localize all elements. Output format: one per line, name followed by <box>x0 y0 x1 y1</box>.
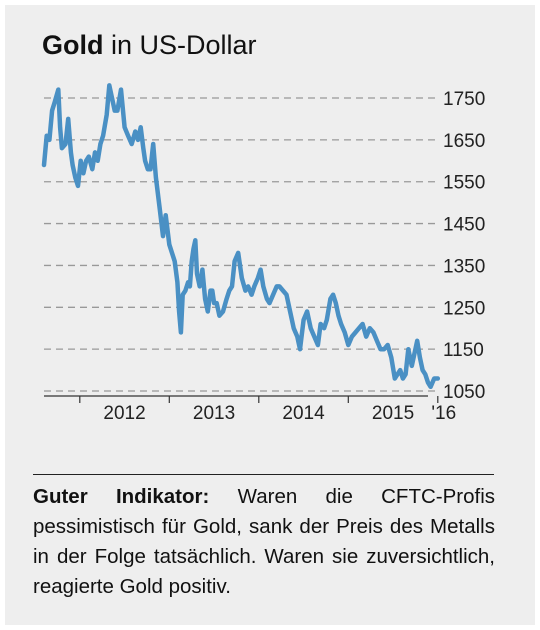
caption-text: Waren die CFTC-Profis pessimistisch für … <box>33 485 496 598</box>
y-tick-label: 1550 <box>443 173 485 194</box>
y-tick-label: 1650 <box>443 131 485 152</box>
chart-title-rest: in US-Dollar <box>111 30 257 60</box>
y-tick-label: 1150 <box>443 340 484 361</box>
x-tick-label: 2012 <box>103 403 145 424</box>
y-tick-label: 1350 <box>443 256 485 277</box>
y-tick-label: 1250 <box>443 298 485 319</box>
chart-title: Gold in US-Dollar <box>42 30 257 61</box>
x-axis <box>44 395 439 403</box>
y-tick-label: 1450 <box>443 215 485 236</box>
x-tick-label: 2014 <box>282 403 325 424</box>
chart-title-bold: Gold <box>42 30 104 60</box>
x-tick-label: '16 <box>431 403 456 424</box>
x-tick-label: 2015 <box>372 403 414 424</box>
y-axis-labels: 1750 1650 1550 1450 1350 1250 1150 1050 <box>443 89 485 403</box>
y-tick-label: 1050 <box>443 382 485 403</box>
gold-price-line <box>41 83 441 390</box>
y-tick-label: 1750 <box>443 89 485 110</box>
chart-card <box>5 5 535 625</box>
x-axis-labels: 2012 2013 2014 2015 '16 <box>103 403 456 424</box>
x-tick-label: 2013 <box>193 403 235 424</box>
caption: Guter Indikator: Waren die CFTC-Profis p… <box>33 482 495 602</box>
caption-bold: Guter Indikator: <box>33 485 210 508</box>
divider-line <box>33 474 494 475</box>
